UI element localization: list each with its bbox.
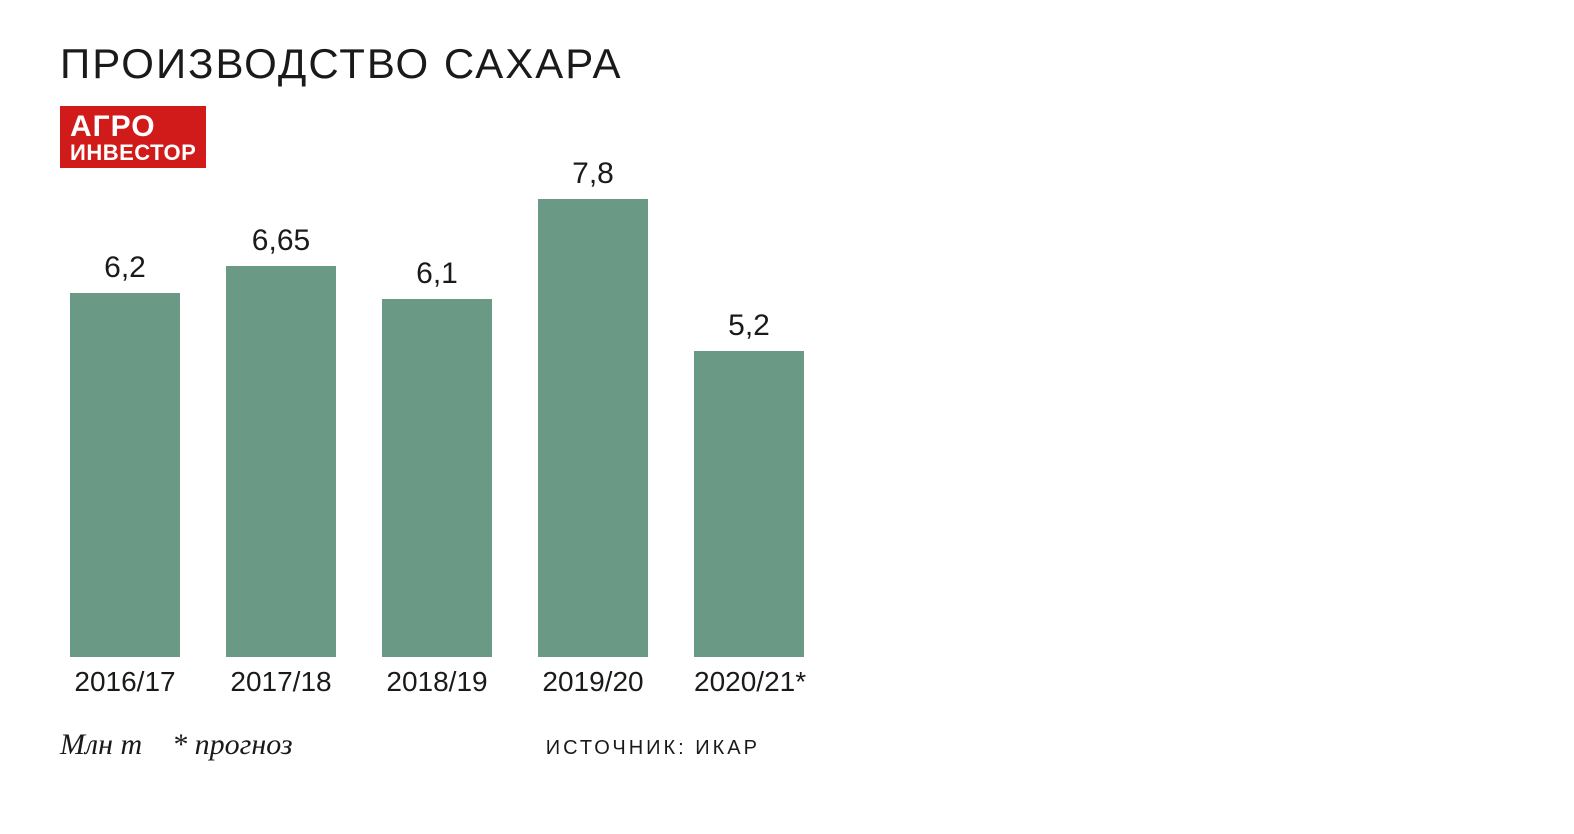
bar	[226, 266, 336, 657]
source-label: ИСТОЧНИК: ИКАР	[546, 737, 760, 760]
bars-row: 6,26,656,17,85,2	[60, 178, 820, 658]
forecast-note: * прогноз	[172, 728, 292, 762]
brand-logo: АГРО ИНВЕСТОР	[60, 106, 206, 168]
bar-wrap: 7,8	[538, 157, 648, 657]
bar-value-label: 6,2	[104, 251, 146, 285]
x-axis-labels: 2016/17 2017/18 2018/19 2019/20 2020/21*	[60, 666, 820, 698]
chart-title: ПРОИЗВОДСТВО САХАРА	[60, 40, 1514, 88]
bar-wrap: 6,65	[226, 224, 336, 657]
bar-value-label: 6,65	[252, 224, 310, 258]
unit-label: Млн т	[60, 728, 142, 762]
x-tick-label: 2018/19	[382, 666, 492, 698]
x-tick-label: 2019/20	[538, 666, 648, 698]
logo-line1: АГРО	[70, 112, 196, 142]
bar-wrap: 6,2	[70, 251, 180, 657]
logo-line2: ИНВЕСТОР	[70, 142, 196, 164]
bar-value-label: 6,1	[416, 257, 458, 291]
bar-wrap: 6,1	[382, 257, 492, 657]
x-tick-label: 2020/21*	[694, 666, 804, 698]
x-tick-label: 2016/17	[70, 666, 180, 698]
bar-value-label: 7,8	[572, 157, 614, 191]
chart-container: ПРОИЗВОДСТВО САХАРА АГРО ИНВЕСТОР 6,2 6,6…	[0, 0, 1574, 834]
x-tick-label: 2017/18	[226, 666, 336, 698]
bar	[538, 199, 648, 657]
bar-wrap: 5,2	[694, 309, 804, 657]
bar	[382, 299, 492, 657]
bar	[694, 351, 804, 657]
chart-footer: Млн т * прогноз ИСТОЧНИК: ИКАР	[60, 728, 820, 762]
bar	[70, 293, 180, 657]
bar-value-label: 5,2	[728, 309, 770, 343]
bar-chart: 6,26,656,17,85,2 2016/172017/182018/1920…	[60, 178, 820, 698]
